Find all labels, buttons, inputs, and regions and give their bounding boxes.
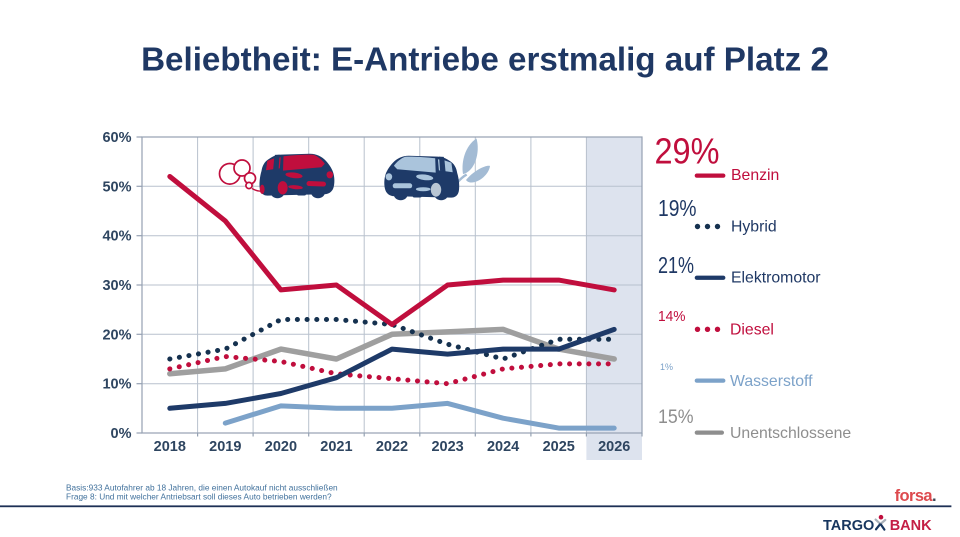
svg-text:forsa.: forsa. xyxy=(895,487,936,505)
svg-text:20%: 20% xyxy=(102,327,131,343)
svg-text:2021: 2021 xyxy=(320,439,352,455)
svg-text:Elektromotor: Elektromotor xyxy=(731,270,821,287)
svg-text:0%: 0% xyxy=(111,426,132,442)
svg-text:Wasserstoff: Wasserstoff xyxy=(730,373,813,390)
svg-text:Unentschlossene: Unentschlossene xyxy=(730,425,851,442)
svg-text:2026: 2026 xyxy=(598,439,630,455)
svg-text:Hybrid: Hybrid xyxy=(731,219,777,236)
svg-text:19%: 19% xyxy=(658,195,697,221)
svg-text:1%: 1% xyxy=(660,362,673,372)
svg-text:Benzin: Benzin xyxy=(731,167,779,184)
svg-text:2018: 2018 xyxy=(154,439,186,455)
svg-text:2022: 2022 xyxy=(376,439,408,455)
svg-text:Diesel: Diesel xyxy=(730,322,774,339)
svg-text:Frage 8: Und mit welcher Antri: Frage 8: Und mit welcher Antriebsart sol… xyxy=(66,492,332,502)
svg-text:2024: 2024 xyxy=(487,439,519,455)
svg-text:2020: 2020 xyxy=(265,439,297,455)
svg-text:BANK: BANK xyxy=(890,518,932,534)
svg-text:10%: 10% xyxy=(102,377,131,393)
svg-text:14%: 14% xyxy=(658,308,686,325)
svg-text:2023: 2023 xyxy=(431,439,463,455)
svg-text:40%: 40% xyxy=(102,229,131,245)
svg-text:15%: 15% xyxy=(658,407,694,428)
svg-text:Beliebtheit: E-Antriebe erstma: Beliebtheit: E-Antriebe erstmalig auf Pl… xyxy=(141,42,829,79)
svg-text:2025: 2025 xyxy=(543,439,575,455)
svg-text:21%: 21% xyxy=(658,252,694,278)
svg-text:60%: 60% xyxy=(102,130,131,146)
svg-text:29%: 29% xyxy=(655,131,720,172)
svg-text:TARGO: TARGO xyxy=(823,518,874,534)
svg-text:Basis:933 Autofahrer ab 18 Jah: Basis:933 Autofahrer ab 18 Jahren, die e… xyxy=(66,483,338,493)
svg-text:2019: 2019 xyxy=(209,439,241,455)
svg-text:50%: 50% xyxy=(102,179,131,195)
svg-text:30%: 30% xyxy=(102,278,131,294)
